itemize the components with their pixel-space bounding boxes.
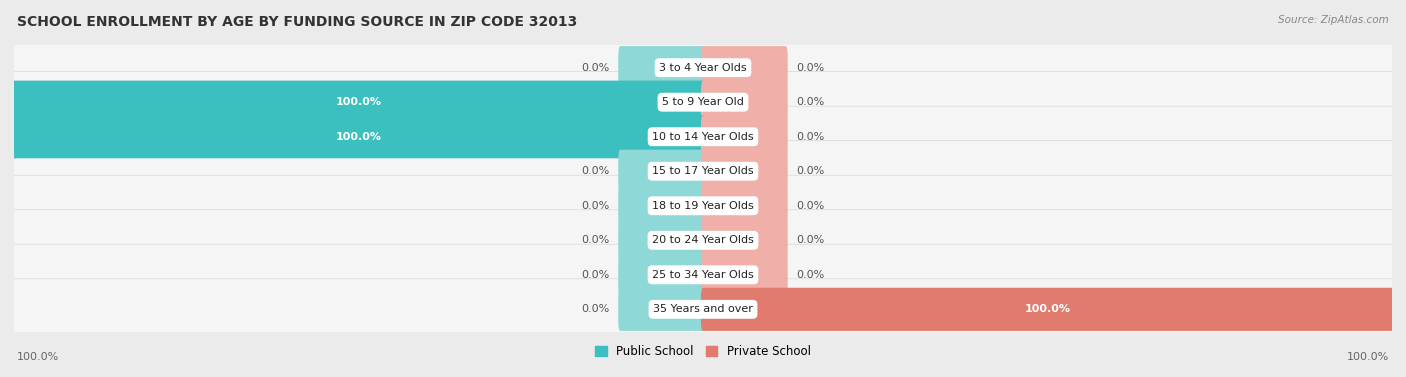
Text: 0.0%: 0.0% bbox=[796, 63, 824, 73]
Text: 0.0%: 0.0% bbox=[796, 166, 824, 176]
FancyBboxPatch shape bbox=[619, 288, 704, 331]
FancyBboxPatch shape bbox=[702, 288, 1393, 331]
Text: 3 to 4 Year Olds: 3 to 4 Year Olds bbox=[659, 63, 747, 73]
FancyBboxPatch shape bbox=[619, 219, 704, 262]
Text: 0.0%: 0.0% bbox=[796, 235, 824, 245]
FancyBboxPatch shape bbox=[702, 253, 787, 296]
FancyBboxPatch shape bbox=[619, 184, 704, 227]
Legend: Public School, Private School: Public School, Private School bbox=[591, 341, 815, 363]
Text: 0.0%: 0.0% bbox=[582, 235, 610, 245]
Text: 100.0%: 100.0% bbox=[1025, 304, 1070, 314]
FancyBboxPatch shape bbox=[13, 115, 704, 158]
Text: 0.0%: 0.0% bbox=[796, 97, 824, 107]
Text: 0.0%: 0.0% bbox=[582, 304, 610, 314]
Text: 18 to 19 Year Olds: 18 to 19 Year Olds bbox=[652, 201, 754, 211]
FancyBboxPatch shape bbox=[619, 46, 704, 89]
FancyBboxPatch shape bbox=[702, 219, 787, 262]
Text: 15 to 17 Year Olds: 15 to 17 Year Olds bbox=[652, 166, 754, 176]
Text: Source: ZipAtlas.com: Source: ZipAtlas.com bbox=[1278, 15, 1389, 25]
Text: 5 to 9 Year Old: 5 to 9 Year Old bbox=[662, 97, 744, 107]
Text: 100.0%: 100.0% bbox=[336, 97, 381, 107]
FancyBboxPatch shape bbox=[702, 115, 787, 158]
Text: 0.0%: 0.0% bbox=[582, 201, 610, 211]
Text: 0.0%: 0.0% bbox=[796, 270, 824, 280]
FancyBboxPatch shape bbox=[6, 141, 1400, 202]
FancyBboxPatch shape bbox=[6, 279, 1400, 340]
Text: 0.0%: 0.0% bbox=[796, 201, 824, 211]
Text: 20 to 24 Year Olds: 20 to 24 Year Olds bbox=[652, 235, 754, 245]
Text: 10 to 14 Year Olds: 10 to 14 Year Olds bbox=[652, 132, 754, 142]
Text: 0.0%: 0.0% bbox=[582, 270, 610, 280]
Text: 100.0%: 100.0% bbox=[1347, 352, 1389, 362]
Text: 0.0%: 0.0% bbox=[796, 132, 824, 142]
FancyBboxPatch shape bbox=[6, 72, 1400, 133]
FancyBboxPatch shape bbox=[6, 210, 1400, 271]
Text: 100.0%: 100.0% bbox=[17, 352, 59, 362]
FancyBboxPatch shape bbox=[6, 175, 1400, 236]
Text: 0.0%: 0.0% bbox=[582, 166, 610, 176]
FancyBboxPatch shape bbox=[702, 150, 787, 193]
FancyBboxPatch shape bbox=[702, 81, 787, 124]
Text: SCHOOL ENROLLMENT BY AGE BY FUNDING SOURCE IN ZIP CODE 32013: SCHOOL ENROLLMENT BY AGE BY FUNDING SOUR… bbox=[17, 15, 576, 29]
FancyBboxPatch shape bbox=[619, 150, 704, 193]
FancyBboxPatch shape bbox=[702, 46, 787, 89]
FancyBboxPatch shape bbox=[6, 106, 1400, 167]
Text: 0.0%: 0.0% bbox=[582, 63, 610, 73]
Text: 35 Years and over: 35 Years and over bbox=[652, 304, 754, 314]
FancyBboxPatch shape bbox=[619, 253, 704, 296]
Text: 100.0%: 100.0% bbox=[336, 132, 381, 142]
Text: 25 to 34 Year Olds: 25 to 34 Year Olds bbox=[652, 270, 754, 280]
FancyBboxPatch shape bbox=[702, 184, 787, 227]
FancyBboxPatch shape bbox=[6, 244, 1400, 305]
FancyBboxPatch shape bbox=[13, 81, 704, 124]
FancyBboxPatch shape bbox=[6, 37, 1400, 98]
